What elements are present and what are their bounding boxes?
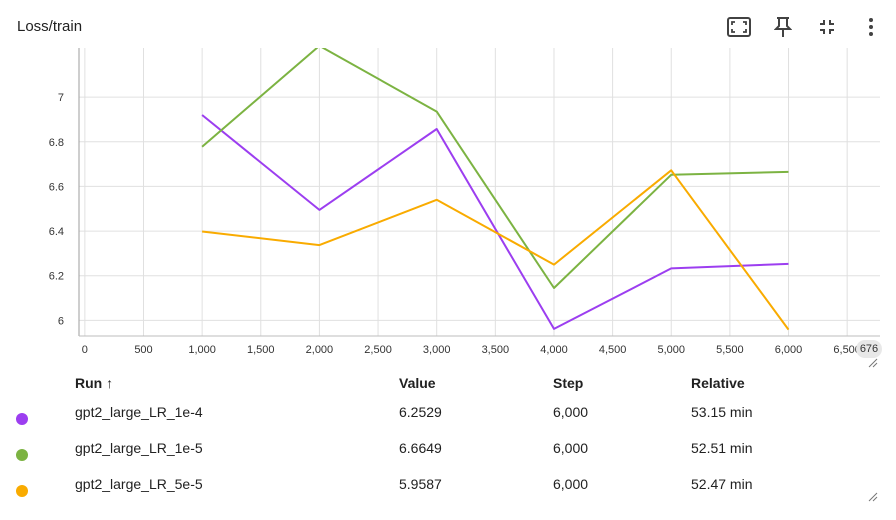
run-relative: 52.51 min	[691, 440, 753, 456]
y-tick-label: 7	[58, 92, 64, 104]
run-name: gpt2_large_LR_1e-4	[75, 404, 203, 420]
run-value: 6.2529	[399, 404, 442, 420]
line-chart[interactable]: 6 6.2 6.4 6.6 6.8 7 0 500 1,000 1,500 2,000 2,500 3,…	[0, 44, 896, 368]
run-color-swatch	[16, 412, 28, 425]
collapse-icon	[820, 20, 834, 34]
x-tick-label: 1,000	[188, 344, 216, 356]
y-tick-label: 6.8	[49, 137, 64, 149]
more-vert-icon	[869, 18, 873, 36]
pin-button[interactable]	[770, 14, 796, 40]
series-line-gpt2_large_LR_1e-4	[201, 114, 789, 330]
run-step: 6,000	[553, 476, 589, 492]
run-value: 6.6649	[399, 440, 442, 456]
series-line-gpt2_large_LR_1e-5	[201, 48, 789, 289]
x-tick-label: 4,500	[599, 344, 627, 356]
x-tick-label: 3,500	[482, 344, 510, 356]
run-value: 5.9587	[399, 476, 442, 492]
chart-title: Loss/train	[17, 18, 83, 35]
x-tick-label: 500	[134, 344, 152, 356]
more-options-button[interactable]	[858, 14, 884, 40]
run-name: gpt2_large_LR_5e-5	[75, 476, 203, 492]
table-row[interactable]: gpt2_large_LR_1e-4 6.2529 6,000 53.15 mi…	[16, 394, 811, 430]
run-column-header[interactable]: Run ↑	[75, 375, 114, 391]
x-tick-label: 5,000	[657, 344, 685, 356]
y-tick-label: 6.2	[49, 271, 64, 283]
table-row[interactable]: gpt2_large_LR_5e-5 5.9587 6,000 52.47 mi…	[16, 466, 811, 502]
y-tick-label: 6.6	[49, 181, 64, 193]
fit-domain-icon	[727, 17, 751, 37]
x-tick-label: 5,500	[716, 344, 744, 356]
run-color-swatch	[16, 448, 28, 461]
x-tick-label: 1,500	[247, 344, 275, 356]
chart-resize-handle-icon[interactable]	[868, 358, 878, 368]
relative-column-header[interactable]: Relative	[691, 375, 745, 391]
x-tick-label: 0	[82, 344, 88, 356]
table-resize-handle-icon[interactable]	[868, 492, 878, 502]
chart-toolbar	[726, 14, 884, 40]
pin-icon	[774, 17, 792, 37]
fit-domain-button[interactable]	[726, 14, 752, 40]
y-tick-label: 6	[58, 315, 64, 327]
run-step: 6,000	[553, 404, 589, 420]
step-column-header[interactable]: Step	[553, 375, 584, 391]
x-axis-edge-badge: 676	[856, 340, 882, 358]
run-name: gpt2_large_LR_1e-5	[75, 440, 203, 456]
x-tick-label: 6,000	[775, 344, 803, 356]
run-relative: 52.47 min	[691, 476, 753, 492]
table-row[interactable]: gpt2_large_LR_1e-5 6.6649 6,000 52.51 mi…	[16, 430, 811, 466]
x-tick-label: 6,500	[833, 344, 861, 356]
run-step: 6,000	[553, 440, 589, 456]
series-line-gpt2_large_LR_5e-5	[201, 169, 790, 331]
runs-table: Run ↑ Value Step Relative gpt2_large_LR_…	[16, 372, 811, 502]
run-color-swatch	[16, 484, 28, 497]
x-tick-label: 2,500	[364, 344, 392, 356]
y-tick-label: 6.4	[49, 226, 64, 238]
x-tick-label: 4,000	[540, 344, 568, 356]
x-tick-label: 2,000	[306, 344, 334, 356]
collapse-button[interactable]	[814, 14, 840, 40]
x-tick-label: 3,000	[423, 344, 451, 356]
run-relative: 53.15 min	[691, 404, 753, 420]
value-column-header[interactable]: Value	[399, 375, 436, 391]
runs-table-header: Run ↑ Value Step Relative	[16, 372, 811, 394]
